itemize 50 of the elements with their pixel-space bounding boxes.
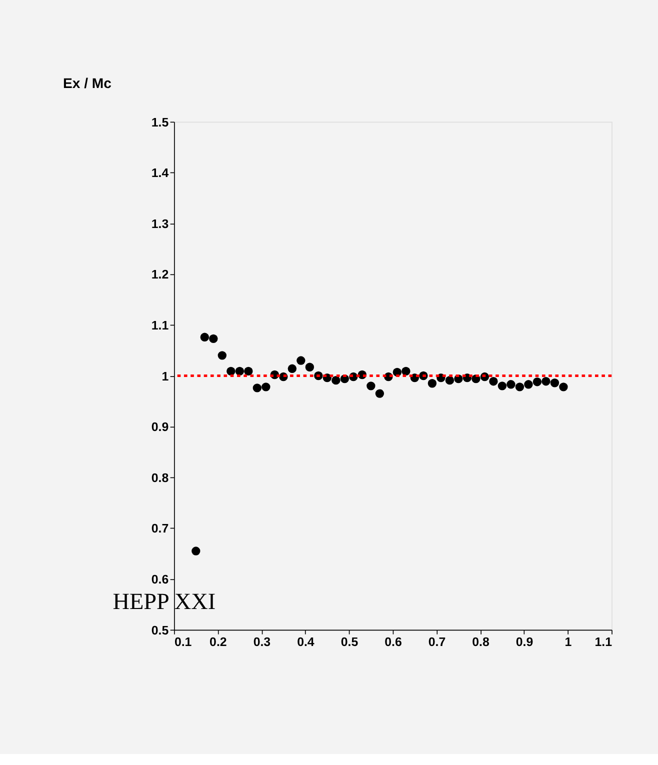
point [524, 380, 533, 389]
point [296, 356, 306, 365]
y-tick-label: 1.5 [151, 115, 169, 130]
x-tick-label: 0.5 [340, 634, 358, 649]
y-tick-label: 1 [162, 369, 169, 384]
x-tick-label: 0.2 [210, 634, 227, 649]
point [366, 382, 376, 390]
point [305, 362, 314, 372]
point [288, 364, 297, 373]
point [532, 378, 542, 386]
x-tick-label: 0.8 [472, 634, 490, 649]
y-tick-label: 0.7 [151, 522, 169, 536]
point [550, 378, 560, 388]
y-tick-label: 1.2 [151, 268, 169, 282]
y-tick-label: 1.4 [151, 166, 169, 180]
point [375, 389, 384, 398]
y-tick-label: 0.5 [151, 623, 169, 638]
point [506, 380, 516, 389]
point [402, 366, 410, 376]
point [498, 382, 507, 390]
x-tick-label: 0.4 [297, 634, 314, 649]
point [244, 366, 253, 376]
y-tick-label: 0.8 [151, 470, 169, 485]
x-tick-label: 0.1 [174, 634, 192, 649]
point [262, 382, 270, 392]
point [209, 334, 218, 344]
x-tick-label: 1 [564, 634, 572, 649]
y-tick-label: 0.6 [151, 572, 169, 587]
x-tick-label: 0.6 [384, 634, 402, 649]
x-tick-label: 0.9 [516, 634, 534, 649]
point [428, 379, 437, 388]
point [445, 376, 454, 385]
x-tick-label: 0.7 [428, 634, 446, 649]
point [218, 351, 227, 360]
y-tick-label: 1.3 [151, 216, 169, 231]
point [192, 546, 200, 556]
point [542, 377, 550, 386]
x-tick-label: 1.1 [594, 634, 612, 649]
point [235, 366, 244, 376]
point [332, 376, 340, 385]
point [515, 382, 524, 392]
point [489, 377, 498, 386]
point [226, 366, 236, 376]
chart-title: Ex / Mc [62, 74, 112, 91]
point [200, 332, 210, 342]
point [559, 382, 568, 392]
y-tick-label: 0.9 [151, 420, 169, 434]
point [252, 384, 262, 392]
y-tick-label: 1.1 [151, 318, 169, 333]
x-tick-label: 0.3 [253, 634, 271, 649]
